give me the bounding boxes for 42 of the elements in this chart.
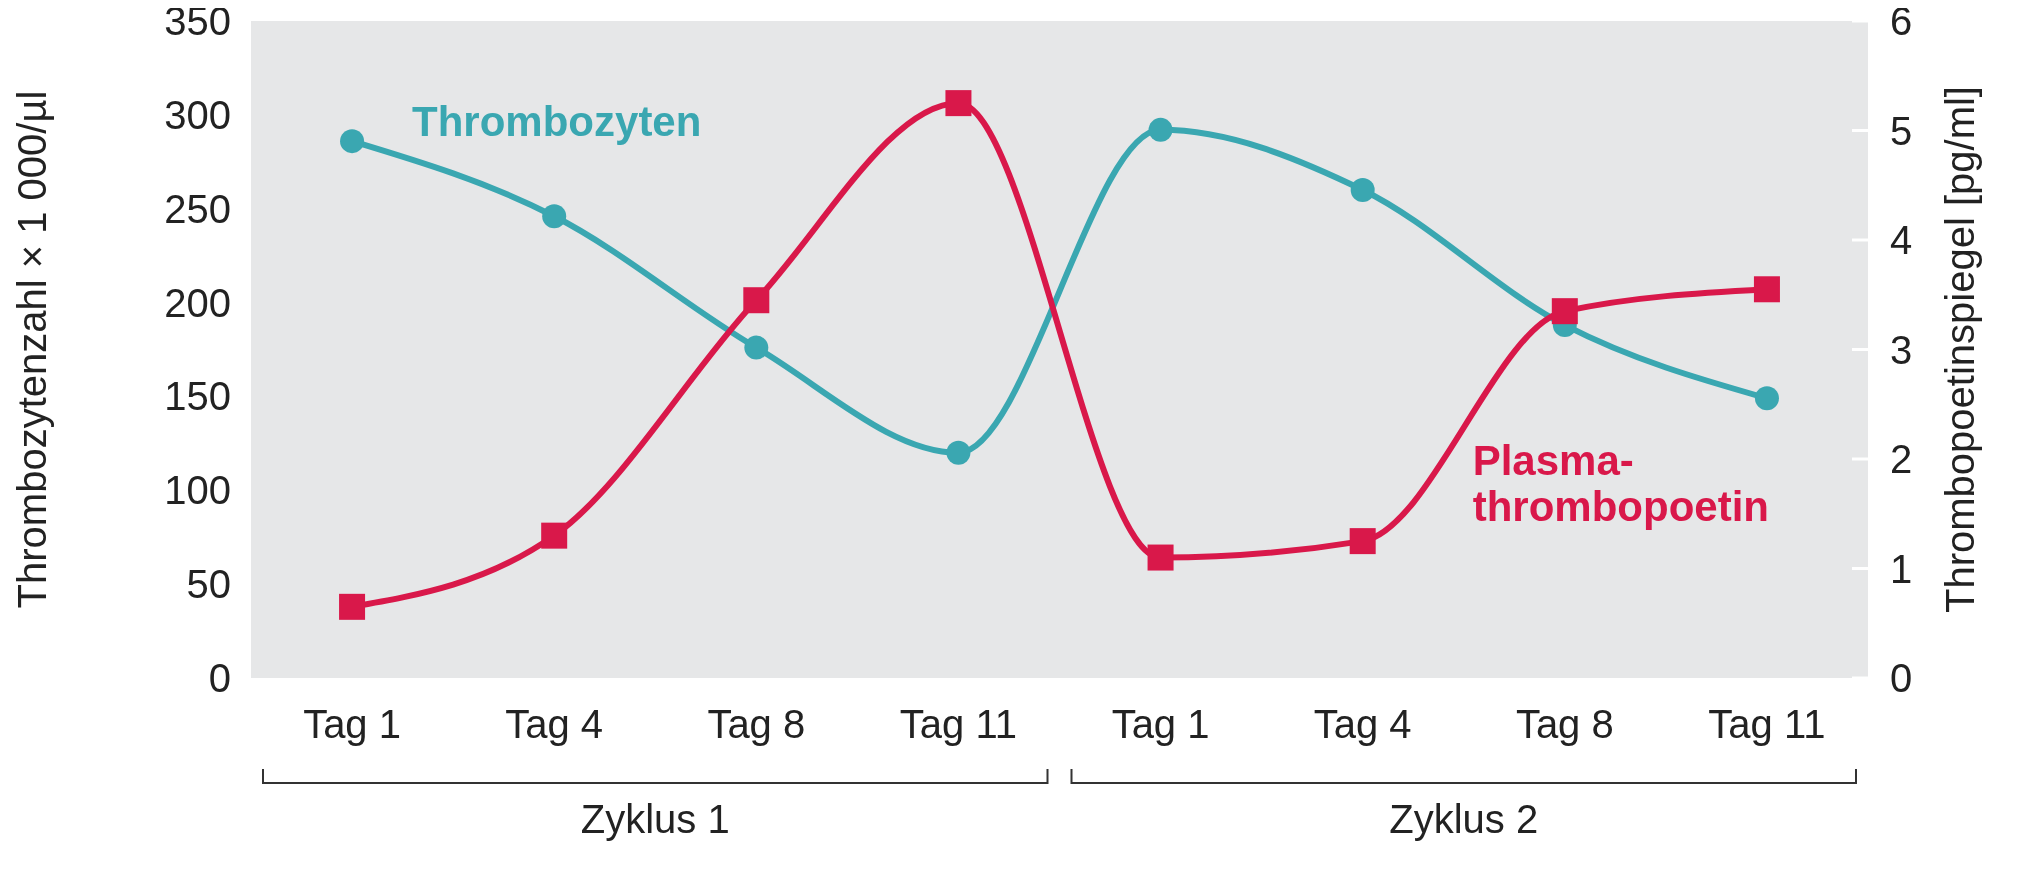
point — [339, 593, 366, 620]
y-tick-label: 300 — [164, 92, 231, 137]
point — [1349, 528, 1376, 555]
x-tick-label: Tag 11 — [899, 702, 1018, 746]
y2-tick-label: 1 — [1890, 546, 1913, 591]
x-tick-label: Tag 1 — [303, 702, 401, 746]
y2-tick-label: 2 — [1890, 437, 1913, 481]
y2-tick-label: 5 — [1890, 108, 1913, 153]
y-tick-label: 250 — [164, 186, 231, 231]
point — [542, 204, 567, 229]
point — [1754, 386, 1779, 411]
series-label: Thrombozyten — [412, 98, 702, 145]
point — [945, 90, 972, 117]
y2-axis-title: Thrombopoetinspiegel [pg/ml] — [1938, 86, 1982, 613]
point — [340, 129, 365, 154]
y-tick-label: 100 — [164, 468, 231, 513]
y-tick-label: 50 — [186, 562, 231, 607]
point — [1551, 298, 1578, 325]
x-tick-label: Tag 8 — [707, 702, 806, 746]
y2-tick-label: 0 — [1890, 656, 1913, 700]
y2-tick-label: 3 — [1890, 327, 1913, 372]
point — [1148, 117, 1173, 142]
series-label: Plasma-thrombopoetin — [1472, 437, 1769, 531]
point — [744, 335, 769, 360]
y-tick-label: 150 — [164, 374, 231, 419]
point — [743, 287, 770, 314]
x-tick-label: Tag 4 — [1313, 702, 1412, 746]
text: Zyklus 1 — [580, 797, 730, 841]
x-tick-label: Tag 4 — [505, 702, 604, 746]
point — [1350, 177, 1375, 202]
point — [1753, 276, 1780, 303]
y-axis-title: Thrombozytenzahl × 1 000/µl — [10, 90, 54, 609]
x-tick-label: Tag 11 — [1708, 702, 1826, 746]
x-tick-label: Tag 8 — [1515, 702, 1614, 746]
y-tick-label: 200 — [164, 280, 231, 325]
point — [1147, 544, 1174, 571]
text: Zyklus 2 — [1389, 797, 1539, 841]
point — [541, 522, 568, 549]
y2-tick-label: 4 — [1890, 218, 1913, 262]
y-tick-label: 0 — [208, 656, 231, 700]
x-tick-label: Tag 1 — [1111, 702, 1210, 746]
point — [946, 440, 971, 465]
